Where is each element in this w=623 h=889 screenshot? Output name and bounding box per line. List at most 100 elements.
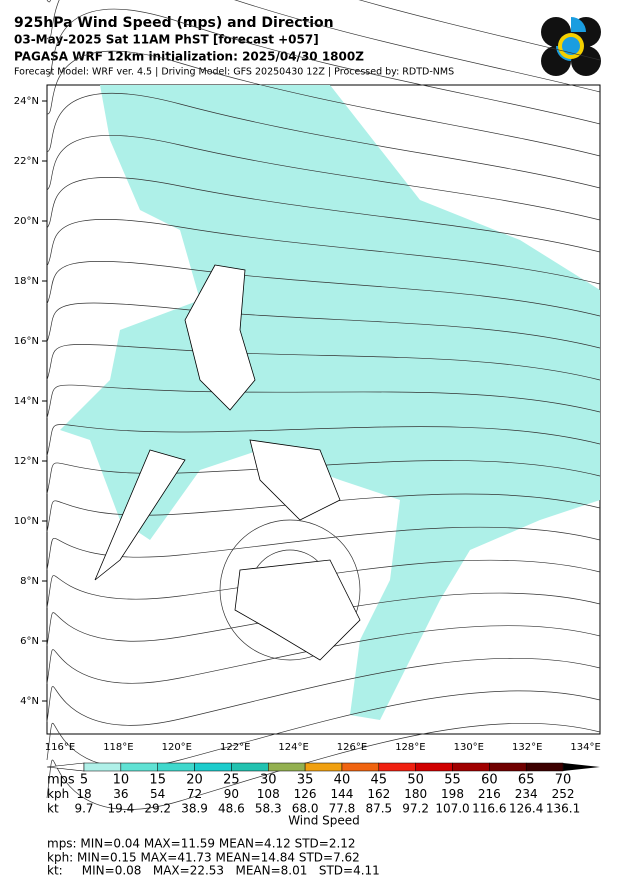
streamline (46, 219, 601, 285)
subtitle: 03-May-2025 Sat 11AM PhST [forecast +057… (14, 33, 319, 47)
streamlines (46, 0, 601, 810)
streamline (46, 559, 601, 609)
colorbar-label: 55 (444, 773, 461, 788)
caption: Forecast Model: WRF ver. 4.5 | Driving M… (14, 67, 454, 78)
lon-label: 130°E (454, 742, 484, 753)
colorbar-label: 58.3 (255, 802, 282, 816)
streamline (46, 625, 601, 685)
wind-shading (60, 85, 600, 720)
colorbar-extend (563, 763, 600, 771)
lat-label: 8°N (20, 576, 39, 587)
lon-label: 126°E (337, 742, 367, 753)
colorbar-label: 180 (404, 787, 427, 801)
stat-line: mps: MIN=0.04 MAX=11.59 MEAN=4.12 STD=2.… (47, 837, 356, 851)
lon-label: 128°E (395, 742, 425, 753)
colorbar-label: 29.2 (144, 802, 171, 816)
colorbar-label: 50 (407, 773, 424, 788)
streamline (46, 177, 601, 253)
stat-line: kt: MIN=0.08 MAX=22.53 MEAN=8.01 STD=4.1… (47, 864, 380, 878)
colorbar-label: 48.6 (218, 802, 245, 816)
colorbar-label: 36 (113, 787, 128, 801)
lon-label: 122°E (220, 742, 250, 753)
colorbar-label: 107.0 (435, 802, 469, 816)
streamline (46, 134, 601, 221)
colorbar-label: 60 (481, 773, 498, 788)
colorbar-label: 38.9 (181, 802, 208, 816)
streamline (46, 493, 601, 533)
colorbar-label: 30 (260, 773, 277, 788)
lat-label: 14°N (14, 396, 39, 407)
colorbar-segment (525, 762, 564, 772)
colorbar-label: 126 (294, 787, 317, 801)
colorbar-label: 77.8 (329, 802, 356, 816)
colorbar-label: 25 (223, 773, 240, 788)
streamline (46, 0, 601, 93)
lat-label: 12°N (14, 456, 39, 467)
lat-label: 4°N (20, 696, 39, 707)
logo (541, 17, 601, 76)
colorbar-label: 68.0 (292, 802, 319, 816)
lat-label: 6°N (20, 636, 39, 647)
streamline (46, 8, 601, 125)
colorbar-label: 126.4 (509, 802, 543, 816)
colorbar-label: 19.4 (107, 802, 134, 816)
colorbar-label: 162 (367, 787, 390, 801)
colorbar-title: Wind Speed (288, 814, 360, 828)
lat-label: 16°N (14, 336, 39, 347)
stat-line: kph: MIN=0.15 MAX=41.73 MEAN=14.84 STD=7… (47, 851, 360, 865)
colorbar-segment (83, 762, 122, 772)
colorbar-label: 54 (150, 787, 165, 801)
lon-label: 120°E (162, 742, 192, 753)
colorbar-segment (157, 762, 195, 772)
streamline (46, 92, 601, 189)
lat-label: 22°N (14, 156, 39, 167)
streamline (46, 424, 601, 457)
unit-label: mps (47, 773, 75, 788)
colorbar-segment (341, 762, 380, 772)
colorbar-label: 9.7 (74, 802, 93, 816)
lon-label: 116°E (45, 742, 75, 753)
colorbar-label: 87.5 (365, 802, 392, 816)
landmass (94, 264, 361, 661)
colorbar-label: 15 (149, 773, 166, 788)
streamline (46, 723, 601, 810)
colorbar-label: 116.6 (472, 802, 506, 816)
streamline (46, 526, 601, 571)
streamline (46, 0, 601, 61)
colorbar-segment (489, 762, 527, 772)
title: 925hPa Wind Speed (mps) and Direction (14, 15, 334, 31)
lat-label: 20°N (14, 216, 39, 227)
colorbar-label: 234 (515, 787, 538, 801)
colorbar-label: 108 (257, 787, 280, 801)
colorbar-segment (452, 762, 490, 772)
colorbar-segment (378, 762, 416, 772)
colorbar-segment (120, 762, 158, 772)
colorbar-segment (231, 762, 269, 772)
colorbar-label: 136.1 (546, 802, 580, 816)
colorbar-extend (46, 762, 85, 772)
unit-label: kph (47, 787, 69, 801)
colorbar-label: 10 (113, 773, 130, 788)
colorbar-label: 97.2 (402, 802, 429, 816)
colorbar-label: 35 (297, 773, 314, 788)
streamline (46, 690, 601, 768)
lon-label: 132°E (512, 742, 542, 753)
lat-label: 24°N (14, 96, 39, 107)
colorbar-segment (268, 762, 306, 772)
subtitle: PAGASA WRF 12km initialization: 2025/04/… (14, 50, 364, 64)
colorbar-label: 40 (334, 773, 351, 788)
map (46, 0, 601, 810)
colorbar-label: 252 (552, 787, 575, 801)
colorbar-label: 144 (330, 787, 353, 801)
colorbar-label: 20 (186, 773, 203, 788)
colorbar-label: 65 (518, 773, 535, 788)
colorbar-label: 90 (224, 787, 239, 801)
unit-label: kt (47, 802, 59, 816)
colorbar-label: 70 (555, 773, 572, 788)
streamline (46, 460, 601, 495)
streamline (219, 519, 361, 661)
lon-label: 118°E (103, 742, 133, 753)
streamline (46, 50, 601, 157)
lat-label: 10°N (14, 516, 39, 527)
